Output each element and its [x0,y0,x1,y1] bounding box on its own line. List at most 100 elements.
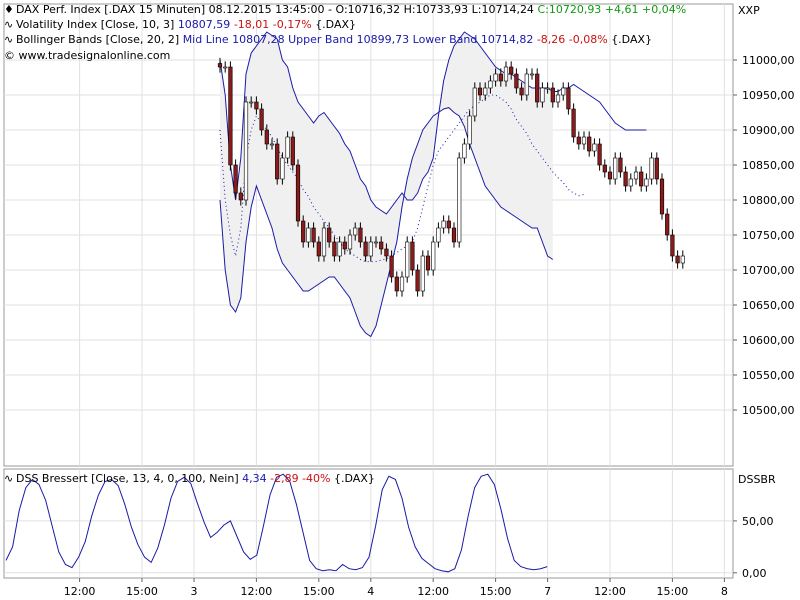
x-tick-label: 8 [721,585,728,598]
candle-body [545,87,550,90]
candle-body [243,101,249,201]
candle-body [259,108,264,131]
candle-body [223,66,228,69]
x-tick-label: 15:00 [657,585,689,598]
line-indicator-icon: ∿ [4,472,14,485]
volatility-name: Volatility Index [Close, 10, 3] [16,18,175,31]
x-tick-label: 12:00 [241,585,273,598]
candle-body [680,255,685,264]
candle-body [321,227,327,257]
y-tick-label: 10900,00 [742,124,795,137]
candle-body [337,241,342,257]
candle-body [623,171,628,187]
candle-body [431,241,436,271]
candle-body [295,164,301,222]
copyright-text: © www.tradesignalonline.com [4,49,171,62]
candle-body [249,101,254,104]
candle-body [483,87,488,96]
dss-value: 4,34 [242,472,267,485]
candle-body [488,80,493,89]
candle-body [628,178,633,187]
candle-body [405,241,410,278]
candle-body [462,143,467,159]
candle-body [639,171,644,187]
candle-body [498,73,503,82]
dss-name: DSS Bressert [Close, 13, 4, 0, 100, Nein… [16,472,239,485]
price-header-close: C:10720,93 +4,61 +0,04% [537,3,687,16]
dss-source: {.DAX} [334,472,375,485]
x-tick-label: 15:00 [126,585,158,598]
line-indicator-icon: ∿ [4,33,14,46]
sub-axis-label: DSSBR [738,473,776,486]
candle-body [254,101,259,110]
candle-body [368,241,373,257]
candle-body [451,227,457,243]
volatility-change: -18,01 -0,17% [233,18,312,31]
candle-body [410,241,415,271]
candle-body [342,241,347,250]
y-tick-label: 10850,00 [742,159,795,172]
lower-band-line [219,107,554,338]
candle-body [363,241,368,257]
candle-body [394,276,399,292]
candle-body [555,94,561,103]
candle-body [550,87,555,103]
bollinger-values: Mid Line 10807,28 Upper Band 10899,73 Lo… [182,33,534,46]
candle-body [379,241,384,250]
x-tick-label: 12:00 [594,585,626,598]
candle-body [613,157,618,180]
candle-body [618,157,623,173]
candle-body [581,136,587,145]
candle-body [425,255,431,271]
header-line-bollinger: ∿ Bollinger Bands [Close, 20, 2] Mid Line… [4,33,652,47]
candle-body [290,136,295,166]
candle-body [509,66,514,75]
candle-body [675,255,680,264]
candle-body [524,73,529,96]
candle-body [420,255,425,292]
candle-body [503,66,509,82]
candle-body [477,87,483,96]
x-tick-label: 15:00 [480,585,512,598]
candle-body [571,108,576,138]
candle-icon: ♦ [4,3,14,16]
candle-body [587,136,592,152]
candle-body [602,164,607,173]
candle-body [238,192,243,201]
y-tick-label: 10750,00 [742,229,795,242]
candle-body [384,248,389,257]
candle-body [306,227,311,243]
upper-band-line [219,31,647,215]
candle-body [275,143,280,180]
mid-band-line [219,94,585,263]
bollinger-source: {.DAX} [611,33,653,46]
candle-body [576,136,581,145]
y-tick-label: 10800,00 [742,194,795,207]
x-tick-label: 7 [544,585,551,598]
header-line-price: ♦ DAX Perf. Index [.DAX 15 Minuten] 08.12… [4,3,686,17]
bollinger-fill [220,32,553,337]
header-line-volatility: ∿ Volatility Index [Close, 10, 3] 10807,5… [4,18,356,32]
y-tick-label: 10600,00 [742,334,795,347]
candle-body [415,269,420,292]
x-tick-label: 3 [191,585,198,598]
candle-body [529,73,535,76]
y-tick-label-sub: 50,00 [742,515,774,528]
candle-body [228,66,233,166]
copyright-line: © www.tradesignalonline.com [4,49,170,63]
line-indicator-icon: ∿ [4,18,14,31]
y-tick-label: 11000,00 [742,54,795,67]
candle-body [472,87,477,117]
y-tick-label: 10950,00 [742,89,795,102]
candle-body [285,136,290,159]
candle-body [665,213,670,236]
volatility-value: 10807,59 [177,18,231,31]
candle-body [264,129,269,145]
candle-body [316,241,321,257]
candle-body [269,143,275,146]
price-header-name: DAX Perf. Index [.DAX 15 Minuten] 08.12.… [16,3,534,16]
x-tick-label: 4 [367,585,374,598]
dss-line [5,473,548,573]
y-tick-label: 10550,00 [742,369,795,382]
